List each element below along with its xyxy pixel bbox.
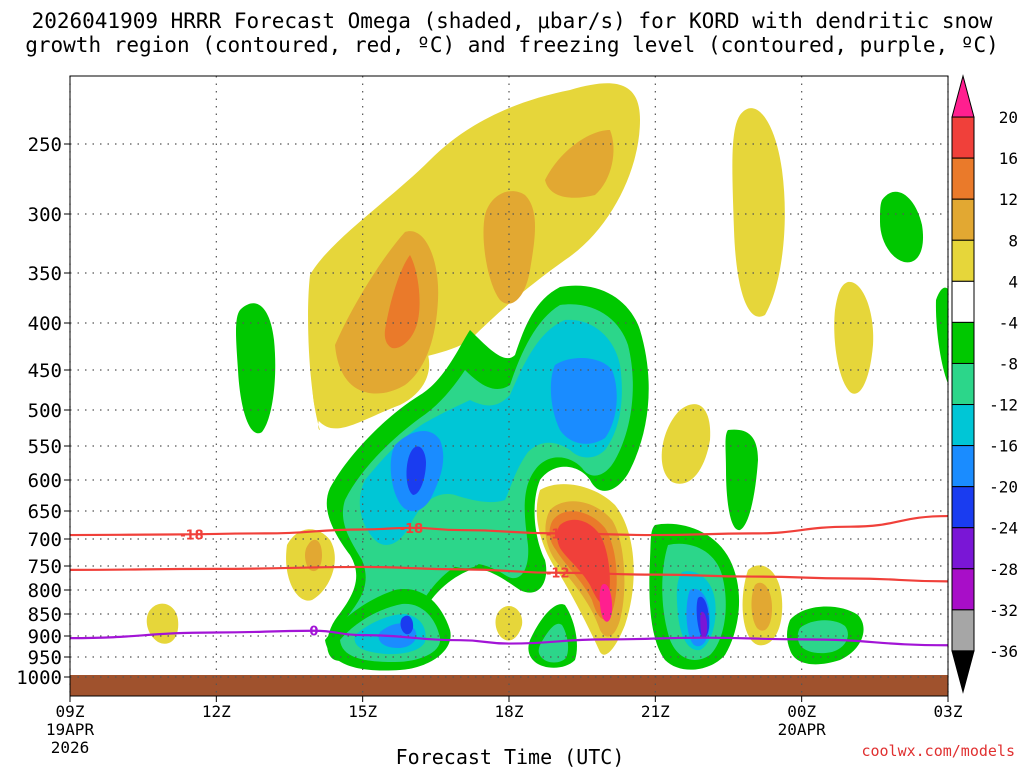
colorbar-swatch-6 (951, 321, 975, 364)
colorbar-label-3: 8 (1008, 231, 1018, 250)
colorbar-label-11: -28 (989, 560, 1018, 579)
omega-shading (146, 83, 948, 671)
y-tick-label-800: 800 (28, 580, 62, 602)
mid-lift-dark-orange (384, 255, 420, 349)
colorbar-swatch-2 (951, 157, 975, 200)
colorbar-label-5: -4 (999, 313, 1018, 332)
x-tick-label-00Z: 00Z (787, 702, 816, 721)
contour-dendritic-top (69, 514, 949, 537)
y-tick-label-350: 350 (28, 263, 62, 285)
colorbar-swatch-11 (951, 527, 975, 570)
colorbar-swatch-10 (951, 486, 975, 529)
colorbar-label-12: -32 (989, 601, 1018, 620)
descent-deep-blue (406, 446, 426, 495)
contour-freezing-level (69, 629, 949, 647)
colorbar-swatch-4 (951, 239, 975, 282)
colorbar-label-0: 20 (999, 108, 1018, 127)
colorbar-label-1: 16 (999, 149, 1018, 168)
right-descent-purple (700, 611, 708, 638)
descent-blue-upper (550, 358, 617, 444)
contour-label-dendritic-top-2: -18 (546, 527, 570, 542)
contour-label-dendritic-bottom-0: -12 (546, 567, 570, 582)
small-lift-cell-18z (495, 605, 523, 641)
contour-dendritic-bottom (69, 565, 949, 583)
y-tick-label-450: 450 (28, 360, 62, 382)
temperature-contours: -18 -18 -18 -12 0 (69, 514, 949, 647)
colorbar-swatch-13 (951, 609, 975, 652)
x-tick-label-15Z: 15Z (348, 702, 377, 721)
lower-lift-magenta (599, 584, 613, 622)
late-lift-orange (751, 582, 772, 631)
low-descent-deep-blue (400, 615, 414, 635)
colorbar-label-9: -20 (989, 478, 1018, 497)
contour-label-dendritic-top-0: -18 (180, 529, 204, 544)
colorbar-swatch-7 (951, 362, 975, 406)
upper-lift-orange (545, 130, 614, 198)
colorbar-bottom-arrow (951, 650, 975, 694)
x-date-label-00Z: 20APR (778, 720, 827, 739)
y-tick-label-1000: 1000 (16, 667, 62, 689)
y-tick-label-550: 550 (28, 436, 62, 458)
colorbar-label-6: -8 (999, 354, 1018, 373)
y-tick-label-750: 750 (28, 556, 62, 578)
ground-surface (70, 675, 948, 696)
y-tick-label-600: 600 (28, 470, 62, 492)
left-descent-cell (236, 303, 276, 434)
colorbar-swatch-3 (951, 198, 975, 241)
colorbar-swatch-1 (951, 116, 975, 159)
far-right-descent (880, 191, 924, 263)
y-tick-label-300: 300 (28, 204, 62, 226)
contour-label-dendritic-top-1: -18 (400, 522, 424, 537)
x-tick-label-18Z: 18Z (495, 702, 524, 721)
x-tick-label-03Z: 03Z (934, 702, 963, 721)
omega-colorbar: 20 16 12 8 4 -4 -8 -12 -16 -20 -24 -28 -32 -36 (951, 74, 1018, 694)
x-tick-label-09Z: 09Z (56, 702, 85, 721)
x-date-label-09Z: 19APR (46, 720, 95, 739)
mid-low-descent-teal (538, 623, 569, 663)
low-lift-orange (305, 539, 322, 572)
contour-label-freezing-level-0: 0 (309, 625, 318, 640)
y-tick-label-950: 950 (28, 647, 62, 669)
x-tick-label-12Z: 12Z (202, 702, 231, 721)
right-mid-lift-cell (661, 404, 711, 484)
chart-title-line1: 2026041909 HRRR Forecast Omega (shaded, … (32, 9, 993, 33)
colorbar-swatch-5 (951, 280, 975, 323)
colorbar-swatch-8 (951, 404, 975, 447)
colorbar-top-arrow (951, 74, 975, 118)
y-tick-label-400: 400 (28, 313, 62, 335)
y-tick-label-850: 850 (28, 604, 62, 626)
colorbar-label-8: -16 (989, 437, 1018, 456)
late-descent-teal (797, 620, 848, 654)
colorbar-swatch-9 (951, 445, 975, 488)
x-axis-label: Forecast Time (UTC) (396, 745, 625, 768)
y-tick-label-250: 250 (28, 134, 62, 156)
pressure-axis: 2503003504004505005506006507007508008509… (16, 134, 70, 689)
lower-lift-red (557, 519, 610, 604)
right-lift-cell (834, 281, 874, 394)
colorbar-swatch-12 (951, 568, 975, 611)
y-tick-label-500: 500 (28, 400, 62, 422)
x-tick-label-21Z: 21Z (641, 702, 670, 721)
y-tick-label-650: 650 (28, 501, 62, 523)
left-small-lift (146, 603, 179, 644)
edge-descent (935, 287, 948, 384)
y-tick-label-900: 900 (28, 626, 62, 648)
upper-right-lift (732, 108, 785, 317)
source-credit: coolwx.com/models (861, 742, 1015, 760)
colorbar-label-7: -12 (989, 396, 1018, 415)
colorbar-label-2: 12 (999, 190, 1018, 209)
x-year-label-09Z: 2026 (51, 738, 90, 757)
colorbar-label-13: -36 (989, 642, 1018, 661)
plot-frame (69, 75, 949, 697)
y-tick-label-700: 700 (28, 529, 62, 551)
chart-title-line2: growth region (contoured, red, ºC) and f… (25, 33, 999, 57)
colorbar-label-10: -24 (989, 519, 1018, 538)
upper-lift-orange-2 (483, 191, 535, 304)
colorbar-label-4: 4 (1008, 272, 1018, 291)
